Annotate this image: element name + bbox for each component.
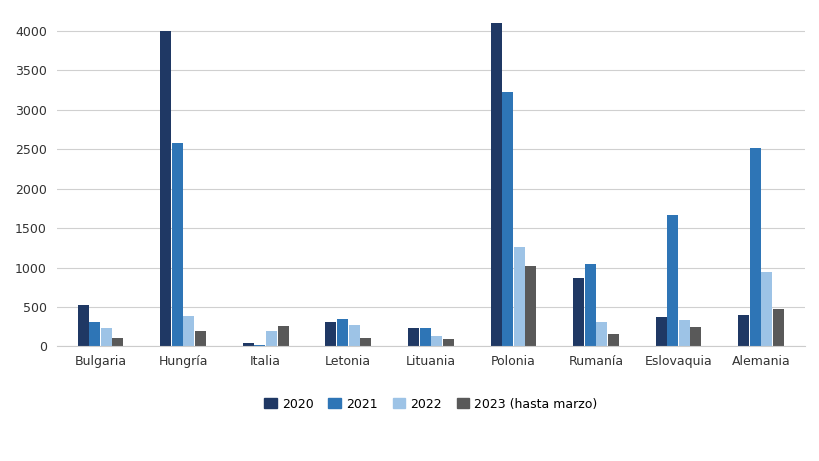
Bar [667, 215, 677, 347]
Bar [584, 264, 595, 347]
Bar [242, 343, 254, 347]
Bar [760, 272, 771, 347]
Bar [501, 92, 513, 347]
Bar [737, 315, 749, 347]
Bar [690, 327, 700, 347]
Bar [172, 143, 183, 347]
Bar [749, 148, 760, 347]
Bar [195, 331, 206, 347]
Bar [161, 31, 171, 347]
Bar [678, 320, 689, 347]
Bar [265, 331, 277, 347]
Bar [408, 328, 419, 347]
Bar [607, 334, 618, 347]
Bar [78, 305, 88, 347]
Bar [655, 317, 666, 347]
Bar [490, 23, 501, 347]
Bar [442, 339, 453, 347]
Legend: 2020, 2021, 2022, 2023 (hasta marzo): 2020, 2021, 2022, 2023 (hasta marzo) [259, 392, 602, 415]
Bar [572, 278, 583, 347]
Bar [348, 325, 359, 347]
Bar [183, 316, 194, 347]
Bar [524, 266, 536, 347]
Bar [771, 308, 783, 347]
Bar [337, 319, 347, 347]
Bar [431, 336, 441, 347]
Bar [101, 328, 111, 347]
Bar [277, 326, 288, 347]
Bar [254, 345, 265, 347]
Bar [595, 322, 606, 347]
Bar [513, 247, 524, 347]
Bar [419, 328, 430, 347]
Bar [112, 338, 124, 347]
Bar [325, 322, 336, 347]
Bar [89, 322, 100, 347]
Bar [360, 338, 371, 347]
